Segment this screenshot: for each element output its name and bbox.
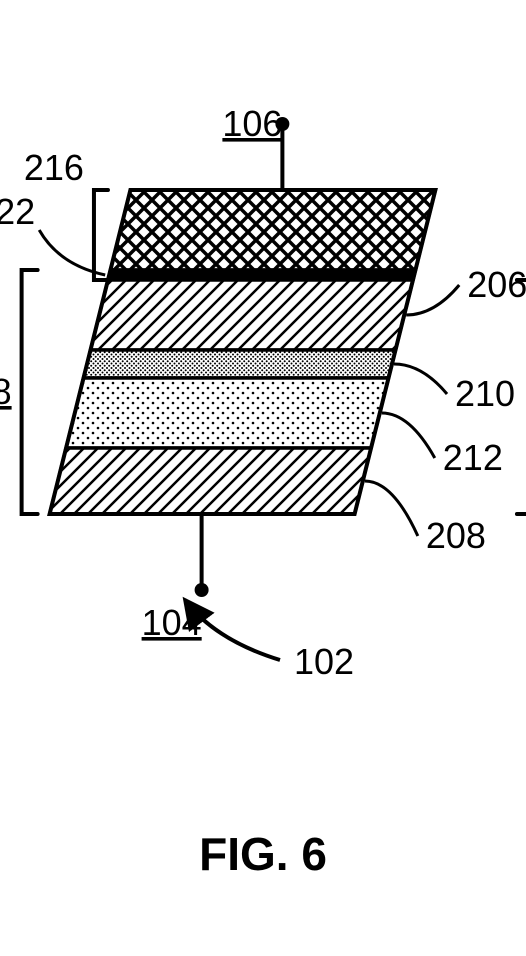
bottom-terminal-dot [195,583,209,597]
leader-l206 [406,285,459,315]
bracket-108 [22,270,38,514]
layer-l216 [110,190,435,270]
label-l210: 210 [455,373,515,414]
label-108: 108 [0,371,12,412]
label-l206: 206 [467,264,526,305]
label-l208: 208 [426,515,486,556]
leader-l210 [394,364,447,394]
bracket-204 [517,280,526,514]
bracket-216 [94,190,108,280]
layer-l208 [50,448,371,514]
layer-l212 [66,378,388,448]
layer-l210 [84,350,396,378]
layer-l206 [90,280,412,350]
leader-l212 [382,413,435,458]
leader-l208 [365,481,418,536]
label-l212: 212 [443,437,503,478]
label-216: 216 [24,147,84,188]
label-102: 102 [294,641,354,682]
figure-title: FIG. 6 [199,828,327,880]
label-106: 106 [222,103,282,144]
label-222: 222 [0,191,35,232]
